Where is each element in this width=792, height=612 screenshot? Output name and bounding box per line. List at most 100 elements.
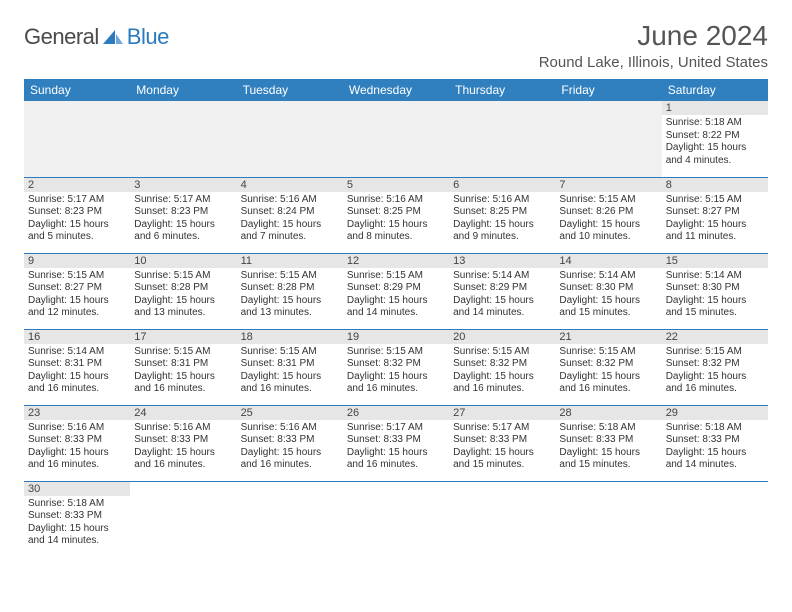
day-details: Sunrise: 5:16 AMSunset: 8:25 PMDaylight:…	[343, 192, 449, 248]
calendar-table: SundayMondayTuesdayWednesdayThursdayFrid…	[24, 79, 768, 557]
day-details: Sunrise: 5:17 AMSunset: 8:33 PMDaylight:…	[449, 420, 555, 476]
day-number: 27	[449, 406, 555, 420]
day-cell: 16Sunrise: 5:14 AMSunset: 8:31 PMDayligh…	[24, 329, 130, 405]
day-number: 18	[237, 330, 343, 344]
day-cell: 26Sunrise: 5:17 AMSunset: 8:33 PMDayligh…	[343, 405, 449, 481]
day-details: Sunrise: 5:15 AMSunset: 8:32 PMDaylight:…	[343, 344, 449, 400]
logo: General Blue	[24, 24, 169, 50]
day-number: 19	[343, 330, 449, 344]
day-number: 7	[555, 178, 661, 192]
day-cell: 25Sunrise: 5:16 AMSunset: 8:33 PMDayligh…	[237, 405, 343, 481]
day-number: 28	[555, 406, 661, 420]
day-details: Sunrise: 5:16 AMSunset: 8:25 PMDaylight:…	[449, 192, 555, 248]
day-number: 3	[130, 178, 236, 192]
day-details: Sunrise: 5:15 AMSunset: 8:29 PMDaylight:…	[343, 268, 449, 324]
day-cell: 21Sunrise: 5:15 AMSunset: 8:32 PMDayligh…	[555, 329, 661, 405]
day-cell: 3Sunrise: 5:17 AMSunset: 8:23 PMDaylight…	[130, 177, 236, 253]
day-cell: 14Sunrise: 5:14 AMSunset: 8:30 PMDayligh…	[555, 253, 661, 329]
day-cell: 30Sunrise: 5:18 AMSunset: 8:33 PMDayligh…	[24, 481, 130, 557]
day-number: 21	[555, 330, 661, 344]
day-number: 24	[130, 406, 236, 420]
day-details: Sunrise: 5:15 AMSunset: 8:27 PMDaylight:…	[662, 192, 768, 248]
day-details: Sunrise: 5:16 AMSunset: 8:33 PMDaylight:…	[237, 420, 343, 476]
day-details: Sunrise: 5:15 AMSunset: 8:27 PMDaylight:…	[24, 268, 130, 324]
empty-cell	[343, 101, 449, 177]
trailing-empty-cell	[555, 481, 661, 557]
day-number: 23	[24, 406, 130, 420]
day-cell: 13Sunrise: 5:14 AMSunset: 8:29 PMDayligh…	[449, 253, 555, 329]
day-cell: 10Sunrise: 5:15 AMSunset: 8:28 PMDayligh…	[130, 253, 236, 329]
day-number: 30	[24, 482, 130, 496]
day-number: 8	[662, 178, 768, 192]
trailing-empty-cell	[237, 481, 343, 557]
weekday-header: Wednesday	[343, 79, 449, 101]
day-cell: 8Sunrise: 5:15 AMSunset: 8:27 PMDaylight…	[662, 177, 768, 253]
day-number: 14	[555, 254, 661, 268]
day-number: 12	[343, 254, 449, 268]
day-details: Sunrise: 5:14 AMSunset: 8:29 PMDaylight:…	[449, 268, 555, 324]
weekday-header: Thursday	[449, 79, 555, 101]
day-number: 4	[237, 178, 343, 192]
day-cell: 22Sunrise: 5:15 AMSunset: 8:32 PMDayligh…	[662, 329, 768, 405]
day-number: 15	[662, 254, 768, 268]
logo-sail-icon	[101, 28, 125, 46]
day-number: 29	[662, 406, 768, 420]
empty-cell	[555, 101, 661, 177]
weekday-header: Friday	[555, 79, 661, 101]
day-cell: 20Sunrise: 5:15 AMSunset: 8:32 PMDayligh…	[449, 329, 555, 405]
day-details: Sunrise: 5:17 AMSunset: 8:23 PMDaylight:…	[24, 192, 130, 248]
day-details: Sunrise: 5:15 AMSunset: 8:28 PMDaylight:…	[130, 268, 236, 324]
day-number: 10	[130, 254, 236, 268]
day-details: Sunrise: 5:15 AMSunset: 8:31 PMDaylight:…	[130, 344, 236, 400]
empty-cell	[449, 101, 555, 177]
day-details: Sunrise: 5:15 AMSunset: 8:31 PMDaylight:…	[237, 344, 343, 400]
trailing-empty-cell	[662, 481, 768, 557]
day-cell: 5Sunrise: 5:16 AMSunset: 8:25 PMDaylight…	[343, 177, 449, 253]
day-details: Sunrise: 5:16 AMSunset: 8:33 PMDaylight:…	[24, 420, 130, 476]
day-details: Sunrise: 5:15 AMSunset: 8:32 PMDaylight:…	[662, 344, 768, 400]
day-cell: 12Sunrise: 5:15 AMSunset: 8:29 PMDayligh…	[343, 253, 449, 329]
day-details: Sunrise: 5:16 AMSunset: 8:24 PMDaylight:…	[237, 192, 343, 248]
logo-text-general: General	[24, 24, 99, 50]
day-number: 1	[662, 101, 768, 115]
day-cell: 2Sunrise: 5:17 AMSunset: 8:23 PMDaylight…	[24, 177, 130, 253]
day-cell: 28Sunrise: 5:18 AMSunset: 8:33 PMDayligh…	[555, 405, 661, 481]
weekday-header: Tuesday	[237, 79, 343, 101]
day-number: 22	[662, 330, 768, 344]
day-number: 26	[343, 406, 449, 420]
day-details: Sunrise: 5:18 AMSunset: 8:33 PMDaylight:…	[24, 496, 130, 552]
day-number: 2	[24, 178, 130, 192]
day-details: Sunrise: 5:18 AMSunset: 8:33 PMDaylight:…	[555, 420, 661, 476]
calendar-row: 16Sunrise: 5:14 AMSunset: 8:31 PMDayligh…	[24, 329, 768, 405]
trailing-empty-cell	[130, 481, 236, 557]
calendar-row: 9Sunrise: 5:15 AMSunset: 8:27 PMDaylight…	[24, 253, 768, 329]
trailing-empty-cell	[449, 481, 555, 557]
day-details: Sunrise: 5:15 AMSunset: 8:32 PMDaylight:…	[555, 344, 661, 400]
day-number: 16	[24, 330, 130, 344]
weekday-header: Sunday	[24, 79, 130, 101]
calendar-row: 1Sunrise: 5:18 AMSunset: 8:22 PMDaylight…	[24, 101, 768, 177]
calendar-row: 2Sunrise: 5:17 AMSunset: 8:23 PMDaylight…	[24, 177, 768, 253]
header: General Blue June 2024 Round Lake, Illin…	[24, 20, 768, 71]
day-details: Sunrise: 5:15 AMSunset: 8:28 PMDaylight:…	[237, 268, 343, 324]
calendar-body: 1Sunrise: 5:18 AMSunset: 8:22 PMDaylight…	[24, 101, 768, 557]
day-details: Sunrise: 5:17 AMSunset: 8:33 PMDaylight:…	[343, 420, 449, 476]
month-title: June 2024	[539, 20, 768, 52]
day-cell: 1Sunrise: 5:18 AMSunset: 8:22 PMDaylight…	[662, 101, 768, 177]
day-number: 6	[449, 178, 555, 192]
day-details: Sunrise: 5:14 AMSunset: 8:30 PMDaylight:…	[555, 268, 661, 324]
day-number: 5	[343, 178, 449, 192]
calendar-row: 30Sunrise: 5:18 AMSunset: 8:33 PMDayligh…	[24, 481, 768, 557]
day-details: Sunrise: 5:18 AMSunset: 8:22 PMDaylight:…	[662, 115, 768, 171]
empty-cell	[24, 101, 130, 177]
day-cell: 23Sunrise: 5:16 AMSunset: 8:33 PMDayligh…	[24, 405, 130, 481]
day-cell: 24Sunrise: 5:16 AMSunset: 8:33 PMDayligh…	[130, 405, 236, 481]
day-cell: 18Sunrise: 5:15 AMSunset: 8:31 PMDayligh…	[237, 329, 343, 405]
weekday-header-row: SundayMondayTuesdayWednesdayThursdayFrid…	[24, 79, 768, 101]
day-number: 17	[130, 330, 236, 344]
day-cell: 9Sunrise: 5:15 AMSunset: 8:27 PMDaylight…	[24, 253, 130, 329]
day-cell: 4Sunrise: 5:16 AMSunset: 8:24 PMDaylight…	[237, 177, 343, 253]
day-number: 9	[24, 254, 130, 268]
day-cell: 11Sunrise: 5:15 AMSunset: 8:28 PMDayligh…	[237, 253, 343, 329]
title-block: June 2024 Round Lake, Illinois, United S…	[539, 20, 768, 71]
